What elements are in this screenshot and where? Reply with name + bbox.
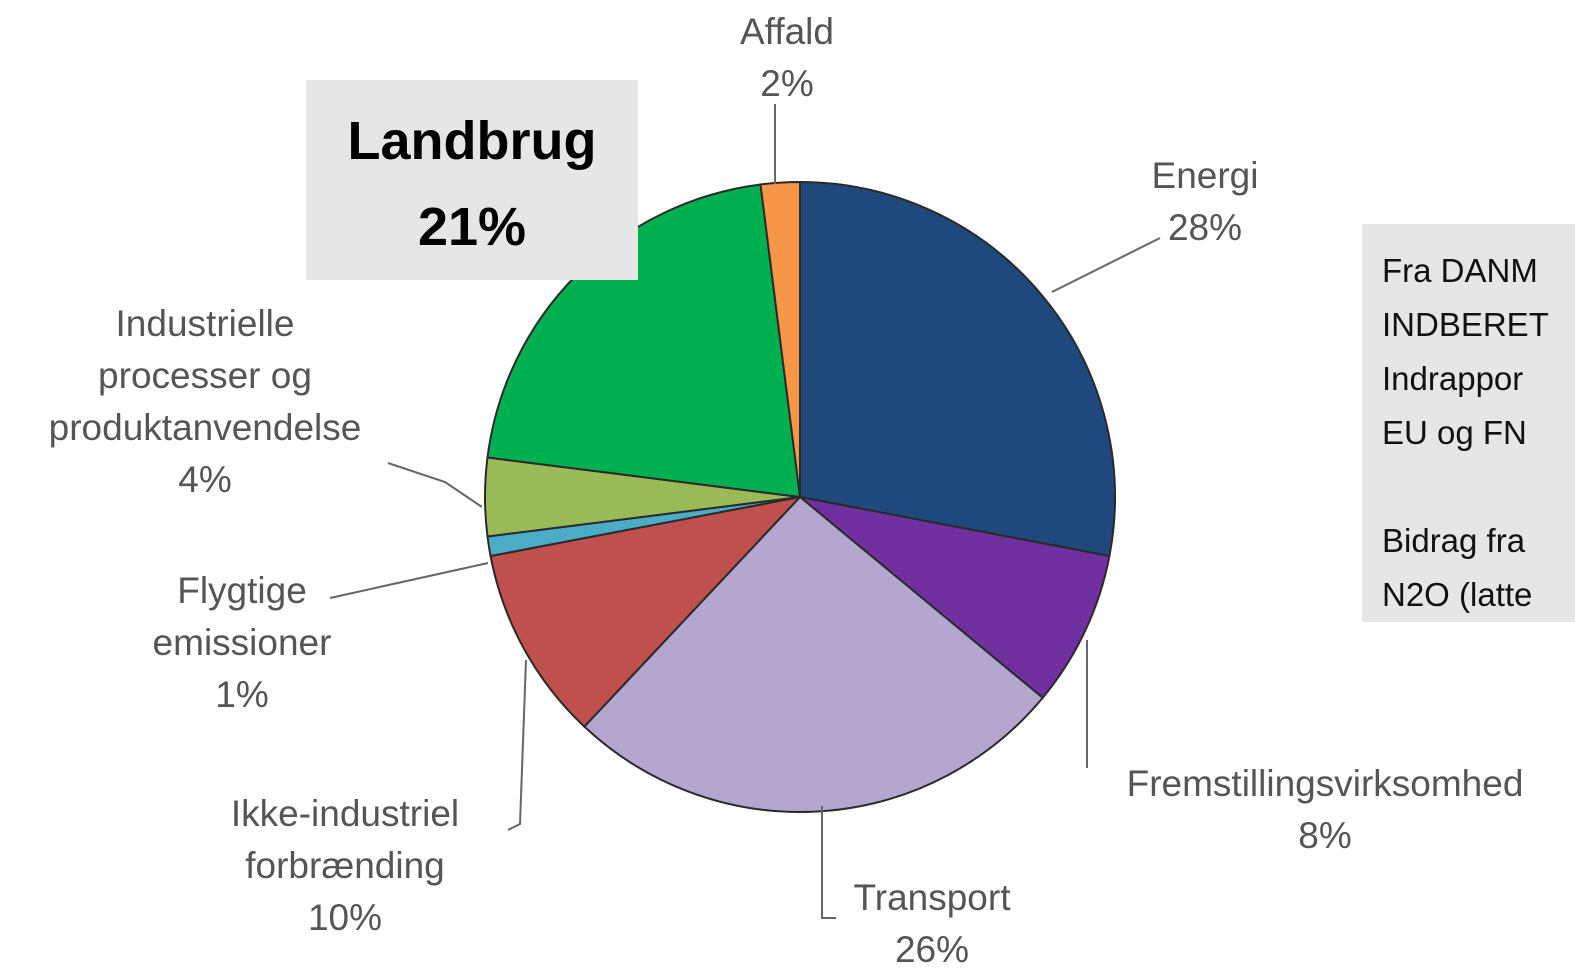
category-label: Transport: [853, 877, 1011, 918]
category-label: Energi: [1151, 155, 1259, 196]
leader-line: [329, 562, 489, 599]
note-line: Indrappor: [1382, 360, 1524, 397]
pie-slice: [582, 495, 1045, 813]
slice-label: Fremstillingsvirksomhed 8%: [1127, 758, 1524, 862]
pie-slice: [799, 496, 1111, 700]
slice-label: Affald 2%: [740, 6, 834, 110]
leader-line: [1051, 237, 1161, 293]
note-line: EU og FN: [1382, 414, 1527, 451]
category-label: Flygtige emissioner: [152, 570, 332, 663]
note-line: Bidrag fra: [1382, 522, 1526, 559]
note-box: Fra DANM INDBERET Indrappor EU og FN Bidrag …: [1362, 224, 1575, 622]
note-line: Fra DANM: [1382, 252, 1538, 289]
category-label: Industrielle processer og produktanvende…: [48, 303, 362, 448]
slice-label: Landbrug 21%: [348, 98, 597, 270]
slice-label: Energi 28%: [1152, 150, 1259, 254]
pie-slice: [489, 495, 803, 729]
value-label: 28%: [1167, 207, 1243, 248]
value-label: 10%: [307, 897, 383, 938]
category-label: Ikke-industriel forbrænding: [230, 793, 460, 886]
value-label: 26%: [894, 929, 970, 970]
pie-slice: [799, 180, 1116, 558]
value-label: 1%: [215, 674, 269, 715]
note-line: INDBERET: [1382, 306, 1549, 343]
leader-line: [387, 462, 483, 508]
note-line: [1382, 460, 1575, 514]
category-label: Affald: [740, 11, 834, 52]
value-label: 8%: [1298, 815, 1352, 856]
slice-label: Industrielle processer og produktanvende…: [49, 298, 362, 506]
leader-line: [821, 806, 836, 919]
slice-label: Transport 26%: [854, 872, 1011, 973]
slice-label: Flygtige emissioner 1%: [153, 565, 332, 721]
note-line: N2O (latte: [1382, 576, 1533, 613]
highlight-box: Landbrug 21%: [306, 80, 638, 280]
value-label: 2%: [760, 63, 814, 104]
slice-label: Ikke-industriel forbrænding 10%: [231, 788, 459, 944]
value-label: 4%: [178, 459, 232, 500]
category-label: Landbrug: [347, 111, 597, 171]
pie-slice: [759, 180, 801, 498]
category-label: Fremstillingsvirksomhed: [1126, 763, 1524, 804]
leader-lines: [329, 104, 1161, 919]
leader-line: [507, 659, 527, 831]
value-label: 21%: [417, 197, 527, 257]
